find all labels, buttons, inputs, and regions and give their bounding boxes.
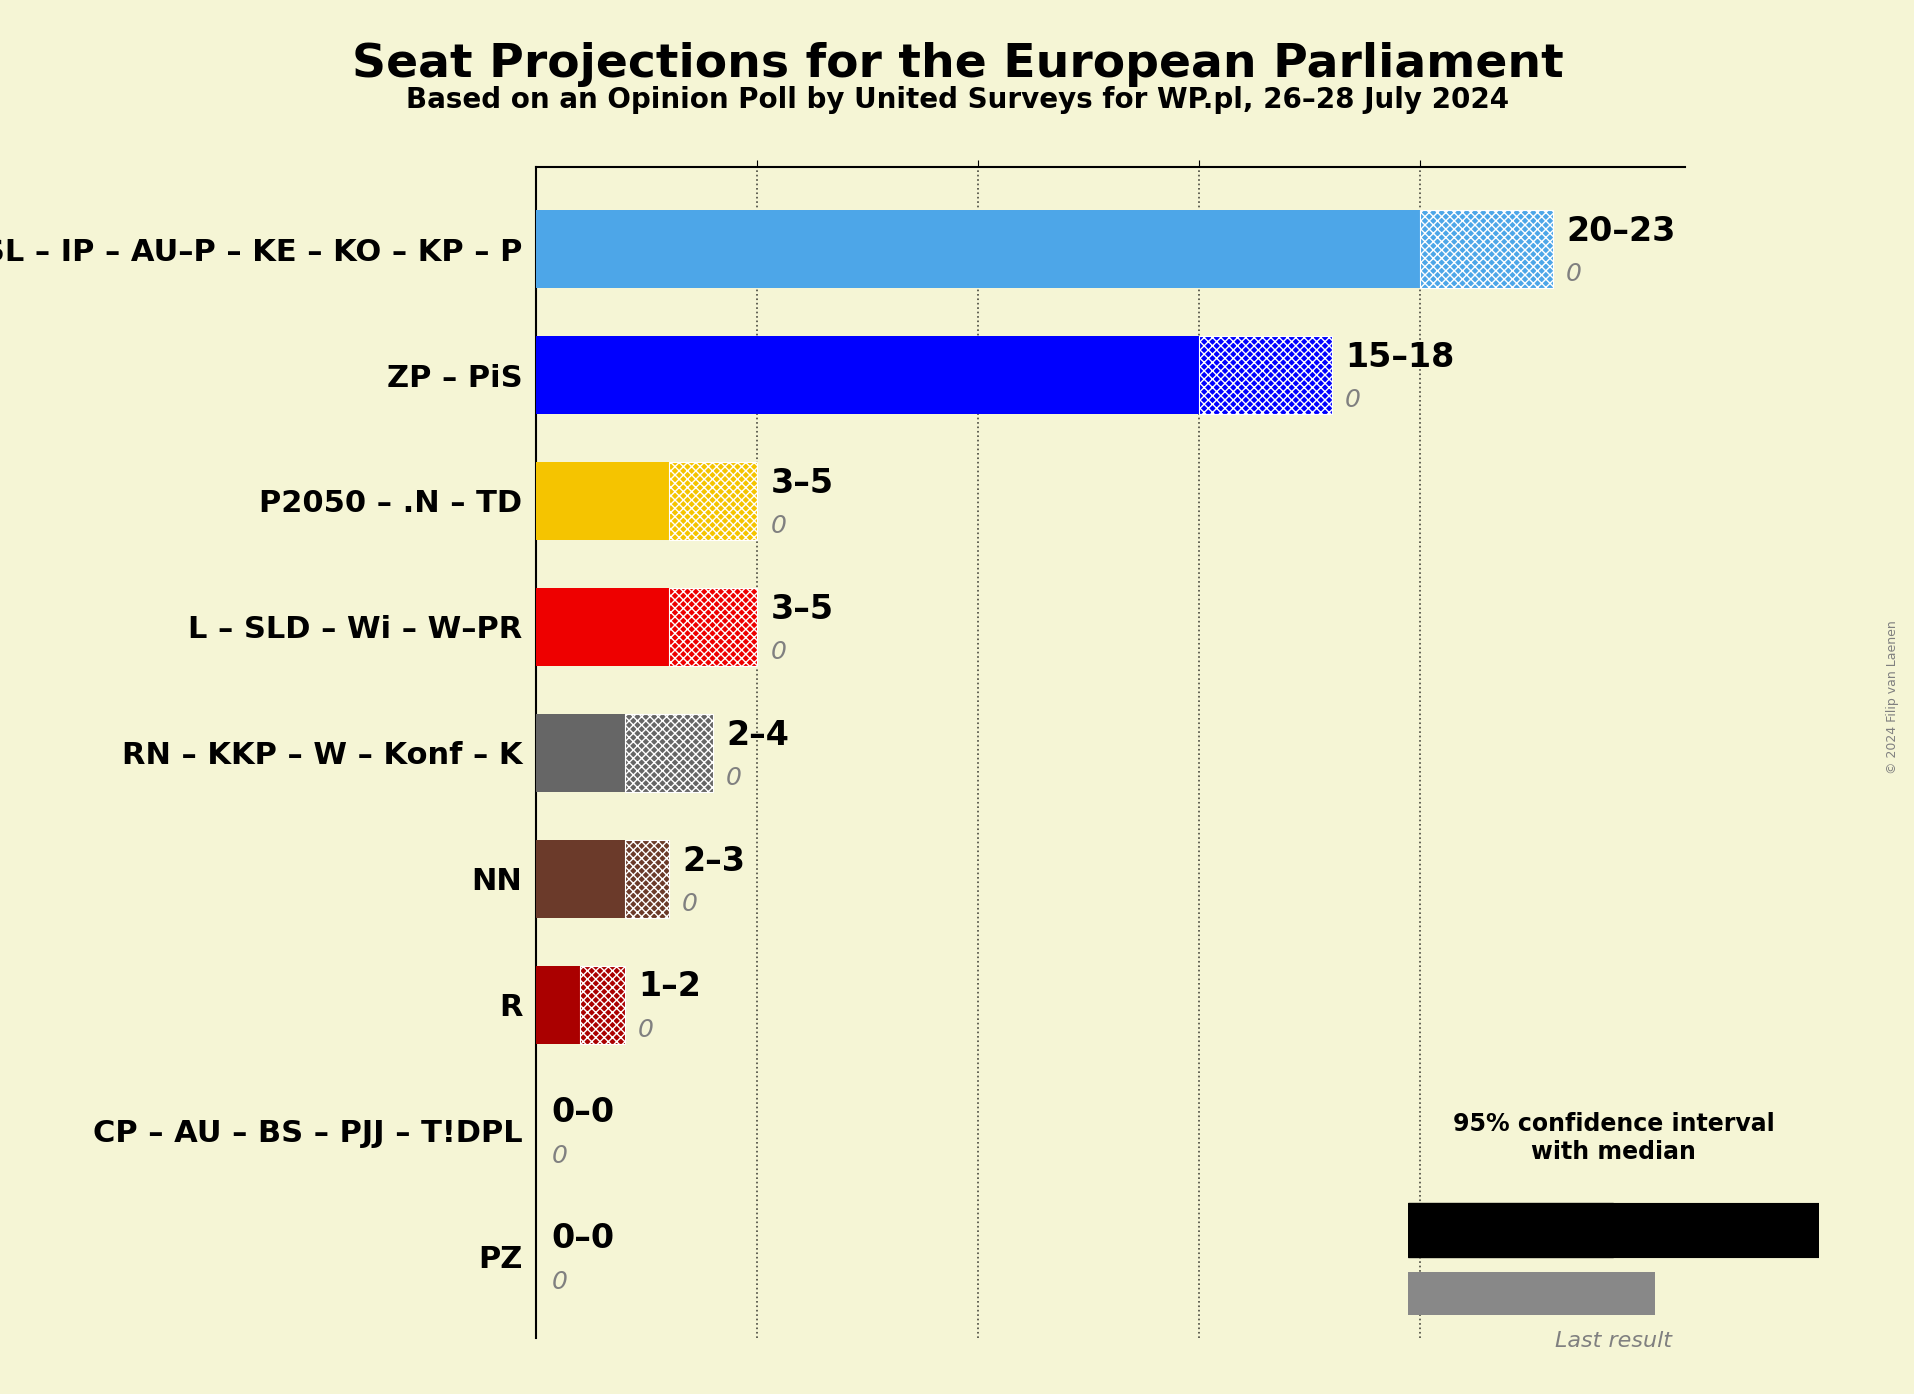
Text: 0: 0 xyxy=(1344,388,1361,413)
Text: 15–18: 15–18 xyxy=(1344,342,1453,374)
Bar xyxy=(1612,1203,1818,1257)
Text: 0: 0 xyxy=(551,1143,567,1168)
Bar xyxy=(1198,336,1330,414)
Text: 0–0: 0–0 xyxy=(551,1223,614,1255)
Bar xyxy=(536,588,668,666)
Text: 0: 0 xyxy=(725,765,743,790)
Bar xyxy=(536,336,1198,414)
Text: 1–2: 1–2 xyxy=(637,970,701,1004)
Text: Based on an Opinion Poll by United Surveys for WP.pl, 26–28 July 2024: Based on an Opinion Poll by United Surve… xyxy=(406,86,1508,114)
Text: 0–0: 0–0 xyxy=(551,1096,614,1129)
Bar xyxy=(536,461,668,539)
Bar xyxy=(536,714,624,792)
Text: 3–5: 3–5 xyxy=(769,592,833,626)
Text: 2–4: 2–4 xyxy=(725,719,789,751)
Text: 0: 0 xyxy=(551,1270,567,1294)
Text: 2–3: 2–3 xyxy=(681,845,745,878)
Bar xyxy=(536,839,624,917)
Bar xyxy=(624,714,712,792)
Text: © 2024 Filip van Laenen: © 2024 Filip van Laenen xyxy=(1885,620,1897,774)
Text: 0: 0 xyxy=(769,514,787,538)
Text: 20–23: 20–23 xyxy=(1566,215,1675,248)
Text: Last result: Last result xyxy=(1554,1331,1671,1351)
Bar xyxy=(668,588,756,666)
Text: 0: 0 xyxy=(769,640,787,664)
Bar xyxy=(580,966,624,1044)
Bar xyxy=(536,210,1420,289)
Bar xyxy=(624,839,668,917)
Text: 0: 0 xyxy=(1566,262,1581,286)
Text: 0: 0 xyxy=(681,892,697,916)
Text: 0: 0 xyxy=(637,1018,653,1041)
Bar xyxy=(1420,210,1552,289)
Text: Seat Projections for the European Parliament: Seat Projections for the European Parlia… xyxy=(352,42,1562,86)
Text: 3–5: 3–5 xyxy=(769,467,833,500)
Bar xyxy=(536,966,580,1044)
Bar xyxy=(668,461,756,539)
Bar xyxy=(1407,1203,1612,1257)
Text: 95% confidence interval
with median: 95% confidence interval with median xyxy=(1451,1112,1774,1164)
